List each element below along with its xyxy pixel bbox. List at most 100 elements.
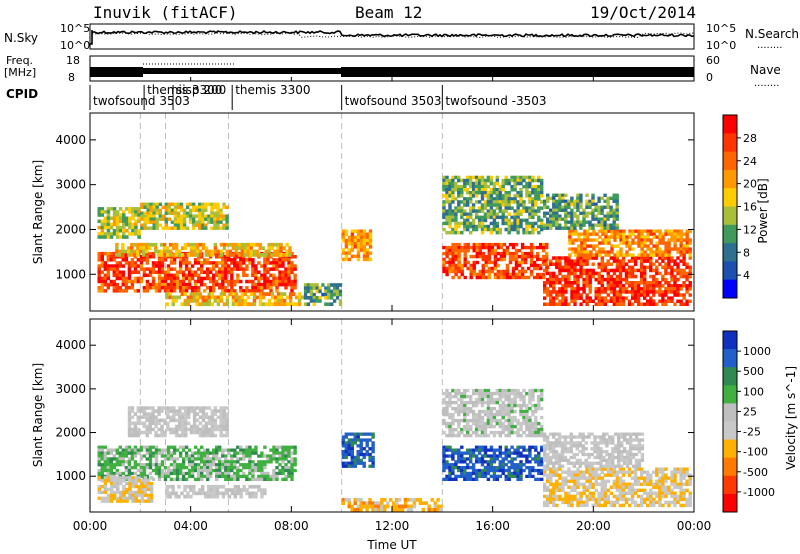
heatmap-cell [498, 412, 502, 417]
heatmap-cell [478, 245, 482, 250]
heatmap-cell [543, 281, 547, 285]
heatmap-cell [528, 460, 532, 464]
heatmap-cell [200, 264, 204, 268]
heatmap-cell [496, 269, 501, 274]
heatmap-cell [263, 276, 267, 281]
heatmap-cell [290, 460, 294, 464]
heatmap-cell [576, 277, 580, 282]
heatmap-cell [237, 242, 241, 247]
heatmap-cell [525, 224, 529, 229]
heatmap-cell [463, 409, 467, 414]
heatmap-cell [586, 253, 590, 257]
heatmap-cell [483, 409, 488, 414]
heatmap-cell [270, 242, 274, 247]
heatmap-cell [469, 397, 473, 402]
heatmap-cell [124, 454, 129, 458]
heatmap-cell [546, 290, 550, 294]
heatmap-cell [227, 279, 231, 284]
heatmap-cell [484, 254, 488, 259]
heatmap-cell [621, 265, 626, 270]
heatmap-cell [579, 265, 583, 270]
heatmap-cell [207, 418, 212, 423]
heatmap-cell [154, 286, 159, 290]
heatmap-cell [652, 235, 656, 239]
heatmap-cell [540, 178, 544, 183]
heatmap-cell [591, 193, 595, 197]
heatmap-cell [469, 181, 473, 186]
heatmap-cell [237, 253, 241, 257]
heatmap-cell [493, 251, 498, 256]
heatmap-cell [573, 220, 577, 224]
heatmap-cell [149, 490, 154, 494]
heatmap-cell [216, 415, 220, 419]
heatmap-cell [568, 253, 572, 257]
heatmap-cell [198, 220, 202, 224]
heatmap-cell [212, 454, 216, 458]
heatmap-cell [445, 272, 449, 277]
heatmap-cell [284, 477, 288, 481]
heatmap-cell [128, 216, 132, 220]
heatmap-cell [486, 471, 491, 476]
heatmap-cell [209, 471, 213, 476]
heatmap-cell [278, 276, 282, 281]
heatmap-cell [203, 258, 207, 262]
heatmap-cell [483, 184, 488, 189]
heatmap-cell [193, 451, 198, 455]
heatmap-cell [263, 273, 267, 278]
heatmap-cell [483, 391, 488, 396]
heatmap-cell [619, 235, 623, 239]
heatmap-cell [119, 493, 123, 497]
heatmap-cell [356, 458, 360, 462]
heatmap-cell [513, 463, 517, 467]
heatmap-cell [209, 267, 213, 271]
heatmap-cell [184, 261, 189, 265]
heatmap-cell [466, 457, 470, 461]
heatmap-cell [261, 253, 265, 257]
heatmap-cell [272, 261, 276, 265]
heatmap-cell [109, 487, 114, 492]
heatmap-cell [454, 272, 458, 277]
heatmap-cell [154, 421, 158, 426]
heatmap-cell [661, 290, 665, 294]
heatmap-cell [613, 253, 617, 257]
heatmap-cell [555, 277, 559, 282]
heatmap-cell [483, 194, 488, 198]
heatmap-cell [293, 273, 297, 278]
heatmap-cell [579, 287, 583, 291]
heatmap-cell [215, 279, 219, 284]
heatmap-cell [154, 409, 158, 413]
heatmap-cell [546, 199, 550, 203]
heatmap-cell [100, 445, 104, 449]
heatmap-cell [281, 445, 285, 449]
heatmap-cell [519, 421, 523, 426]
heatmap-cell [516, 218, 520, 223]
heatmap-cell [582, 259, 586, 263]
heatmap-cell [573, 223, 577, 227]
heatmap-cell [297, 295, 302, 300]
heatmap-cell [149, 499, 154, 503]
heatmap-cell [613, 229, 617, 233]
heatmap-cell [606, 217, 610, 221]
heatmap-cell [552, 290, 556, 294]
heatmap-cell [172, 267, 177, 271]
heatmap-cell [618, 265, 623, 270]
beam-title: Beam 12 [355, 3, 422, 22]
heatmap-cell [284, 448, 288, 452]
heatmap-cell [457, 188, 461, 192]
heatmap-cell [483, 430, 488, 435]
heatmap-cell [210, 208, 214, 212]
heatmap-cell [219, 295, 224, 300]
heatmap-cell [353, 455, 357, 460]
heatmap-cell [513, 175, 517, 180]
heatmap-cell [251, 279, 255, 284]
heatmap-cell [209, 286, 213, 290]
heatmap-cell [245, 477, 249, 481]
heatmap-cell [597, 196, 601, 200]
heatmap-cell [588, 287, 592, 291]
heatmap-cell [139, 249, 143, 254]
heatmap-cell [203, 276, 207, 281]
heatmap-cell [178, 471, 183, 476]
heatmap-cell [613, 232, 617, 236]
heatmap-cell [181, 457, 186, 461]
heatmap-cell [495, 421, 499, 426]
